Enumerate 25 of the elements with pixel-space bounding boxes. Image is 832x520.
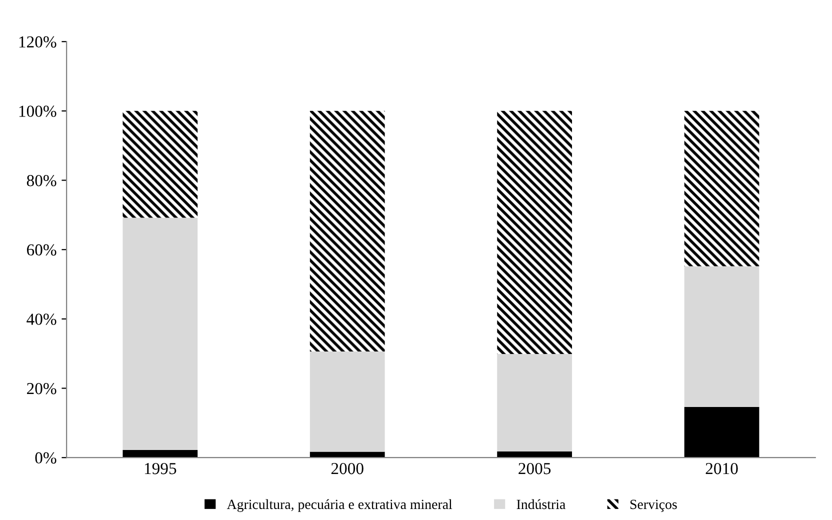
- y-tick-label: 40%: [26, 314, 56, 325]
- bar: [122, 110, 198, 218]
- bar: [684, 266, 760, 407]
- bar: [122, 218, 198, 450]
- bar: [310, 352, 385, 452]
- legend-label: Serviços: [630, 500, 677, 512]
- bar: [122, 450, 198, 458]
- y-tick-label: 0%: [35, 452, 56, 464]
- bar: [497, 354, 572, 452]
- bar: [684, 110, 760, 266]
- x-tick-label: 2005: [518, 462, 551, 474]
- legend-label: Agricultura, pecuária e extrativa mineral: [226, 499, 452, 512]
- bar: [684, 406, 760, 458]
- x-tick-label: 1995: [144, 462, 176, 474]
- y-tick-label: 120%: [19, 36, 56, 48]
- y-tick-label: 20%: [27, 382, 56, 394]
- bar: [497, 110, 572, 354]
- x-tick-label: 2010: [706, 462, 738, 474]
- x-tick-label: 2000: [331, 462, 364, 474]
- legend-label: Indústria: [516, 499, 566, 510]
- y-tick-label: 80%: [26, 174, 56, 186]
- y-tick-label: 60%: [27, 244, 56, 256]
- y-tick-label: 100%: [19, 106, 56, 117]
- bar: [310, 452, 385, 458]
- bar: [310, 110, 385, 352]
